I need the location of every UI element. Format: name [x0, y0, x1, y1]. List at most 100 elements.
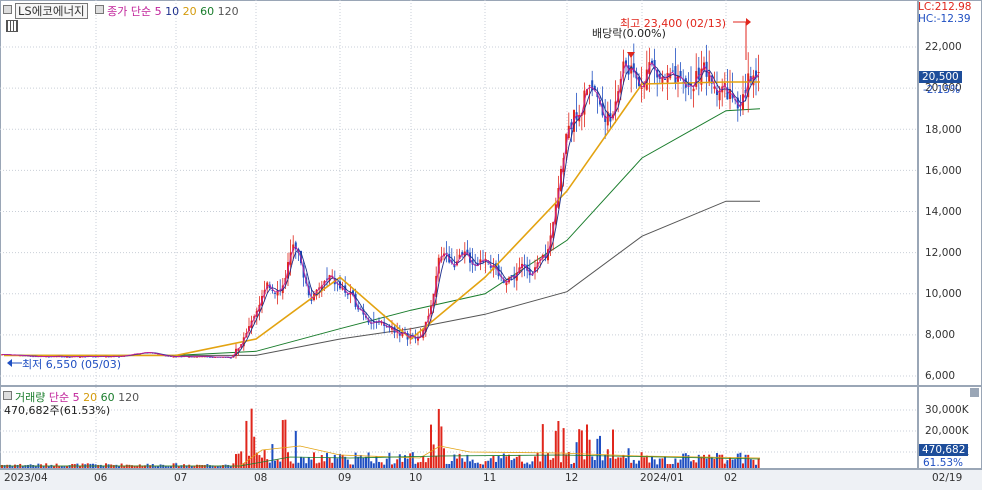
volume-toggle-icon[interactable]	[3, 391, 12, 400]
candle-body	[575, 112, 578, 120]
volume-bar	[404, 455, 406, 468]
volume-bar	[279, 461, 282, 468]
volume-bar	[411, 452, 414, 468]
volume-bar	[448, 463, 451, 468]
volume-bar	[541, 424, 544, 468]
candle-body	[60, 356, 63, 358]
volume-bar	[549, 459, 552, 468]
ma-toggle-icon[interactable]	[95, 5, 105, 14]
volume-bar	[375, 456, 378, 468]
volume-bar	[679, 459, 682, 468]
volume-bar	[162, 464, 165, 468]
volume-bar	[684, 453, 687, 468]
volume-bar	[144, 465, 146, 468]
volume-bar	[310, 459, 313, 468]
date-tick: 07	[174, 472, 188, 484]
volume-bar	[593, 460, 596, 468]
volume-bar	[190, 465, 193, 468]
volume-bar	[630, 462, 633, 468]
volume-bar	[562, 428, 565, 468]
volume-bar	[721, 454, 724, 468]
volume-bar	[50, 464, 53, 468]
volume-legend: 거래량 단순 5 20 60 120	[3, 389, 139, 405]
candle-body	[461, 252, 464, 256]
volume-bar	[1, 464, 3, 468]
candle-body	[352, 290, 354, 296]
price-tick: 8,000	[925, 329, 956, 341]
vol-ma60[interactable]: 60	[100, 391, 115, 404]
price-tick: 20,000	[925, 82, 962, 94]
volume-bar	[744, 454, 747, 468]
volume-bar	[326, 452, 328, 468]
candle-body	[414, 337, 417, 339]
volume-bar	[3, 465, 6, 468]
price-tick: 14,000	[925, 206, 962, 218]
candle-body	[339, 281, 341, 289]
volume-bar	[427, 457, 430, 468]
ma120-line	[4, 200, 760, 356]
volume-collapse-icon[interactable]	[970, 388, 979, 397]
volume-bar	[333, 454, 336, 468]
candle-body	[346, 294, 349, 296]
volume-bar	[24, 465, 27, 468]
candle-body	[664, 78, 666, 80]
candle-body	[591, 80, 594, 91]
volume-bar	[294, 430, 297, 468]
volume-bar	[458, 453, 461, 468]
date-tick: 12	[565, 472, 579, 484]
candle-body	[471, 260, 474, 265]
legend-toggle-icon[interactable]	[3, 5, 12, 14]
volume-bar	[674, 458, 677, 468]
volume-bar	[118, 466, 120, 468]
vol-ma120[interactable]: 120	[118, 391, 140, 404]
grid-settings-icon[interactable]	[6, 20, 18, 32]
volume-bar	[32, 464, 35, 468]
volume-bar	[385, 458, 388, 468]
candle-body	[409, 336, 412, 339]
volume-bar	[521, 461, 523, 468]
volume-bar	[565, 454, 568, 468]
volume-pane[interactable]	[0, 386, 918, 469]
candle-body	[380, 322, 383, 324]
volume-bar	[222, 465, 224, 468]
candle-body	[586, 89, 588, 95]
legend-ma20[interactable]: 20	[182, 5, 197, 18]
volume-bar	[716, 453, 718, 468]
volume-bar	[97, 464, 100, 468]
volume-bar	[250, 408, 253, 468]
volume-bar	[726, 460, 729, 468]
candle-body	[79, 356, 81, 358]
volume-bar	[697, 454, 700, 468]
legend-ma5[interactable]: 5	[154, 5, 162, 18]
vol-ma5[interactable]: 5	[72, 391, 80, 404]
volume-bar	[352, 464, 354, 468]
candle-body	[658, 73, 661, 79]
volume-bar	[409, 453, 412, 468]
volume-bar	[601, 460, 604, 468]
volume-bar	[526, 462, 529, 468]
vol-ma20[interactable]: 20	[83, 391, 98, 404]
stock-name[interactable]: LS에코에너지	[15, 3, 88, 19]
ma5-line	[1, 62, 759, 359]
volume-bar	[227, 464, 230, 468]
candle-body	[172, 356, 175, 358]
price-pane[interactable]	[0, 0, 918, 386]
candle-body	[749, 76, 752, 83]
volume-bar	[515, 456, 518, 468]
volume-grid-lines	[0, 409, 918, 453]
price-tick: 16,000	[925, 165, 962, 177]
legend-ma60[interactable]: 60	[200, 5, 215, 18]
volume-bar	[6, 464, 9, 468]
candle-body	[640, 87, 643, 90]
volume-bar	[237, 453, 240, 468]
volume-bar	[284, 419, 287, 468]
legend-ma10[interactable]: 10	[165, 5, 180, 18]
volume-bar	[362, 457, 365, 468]
volume-bar	[560, 462, 562, 468]
volume-bar	[651, 455, 653, 468]
candle-body	[466, 249, 469, 255]
legend-ma120[interactable]: 120	[217, 5, 239, 18]
volume-bar	[8, 464, 11, 468]
ma20-path	[4, 81, 760, 357]
legend-label: 종가 단순	[107, 5, 152, 18]
